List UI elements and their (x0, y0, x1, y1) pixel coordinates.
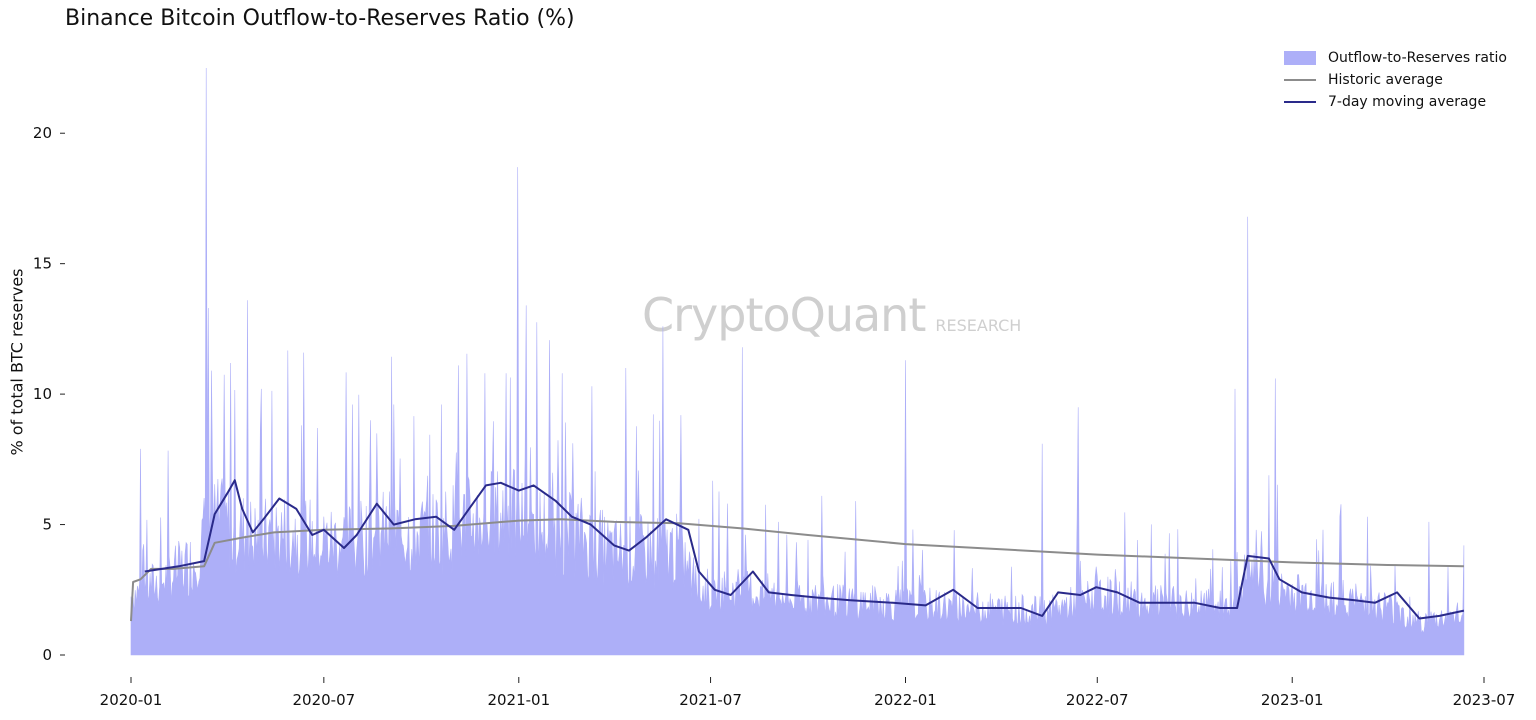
legend-item-ratio: Outflow-to-Reserves ratio (1284, 47, 1507, 69)
legend-swatch-ratio (1284, 51, 1316, 65)
series-historic-line (130, 518, 1464, 622)
x-tick-label: 2020-01 (100, 691, 163, 709)
series-moving-average-line (144, 479, 1465, 620)
legend-swatch-historic (1284, 79, 1316, 81)
legend-label-moving: 7-day moving average (1328, 94, 1487, 110)
legend: Outflow-to-Reserves ratio Historic avera… (1284, 47, 1507, 113)
series-ratio-area (130, 67, 1465, 656)
legend-label-historic: Historic average (1328, 72, 1443, 88)
legend-item-moving: 7-day moving average (1284, 91, 1507, 113)
chart-title: Binance Bitcoin Outflow-to-Reserves Rati… (65, 6, 575, 31)
x-tick-label: 2022-01 (874, 691, 937, 709)
x-tick-label: 2021-01 (487, 691, 550, 709)
x-tick-label: 2022-07 (1066, 691, 1129, 709)
x-tick-label: 2020-07 (292, 691, 355, 709)
y-tick-label: 5 (42, 516, 52, 534)
watermark-brand: CryptoQuant (642, 288, 926, 342)
x-tick-label: 2021-07 (679, 691, 742, 709)
y-tick-label: 15 (33, 255, 52, 273)
x-tick-label: 2023-07 (1453, 691, 1516, 709)
legend-label-ratio: Outflow-to-Reserves ratio (1328, 50, 1507, 66)
y-tick-label: 20 (33, 124, 52, 142)
watermark-sub: RESEARCH (935, 316, 1022, 335)
x-tick-label: 2023-01 (1261, 691, 1324, 709)
legend-item-historic: Historic average (1284, 69, 1507, 91)
watermark: CryptoQuant RESEARCH (642, 288, 1021, 342)
y-tick-label: 0 (42, 646, 52, 664)
y-tick-label: 10 (33, 385, 52, 403)
legend-swatch-moving (1284, 101, 1316, 103)
